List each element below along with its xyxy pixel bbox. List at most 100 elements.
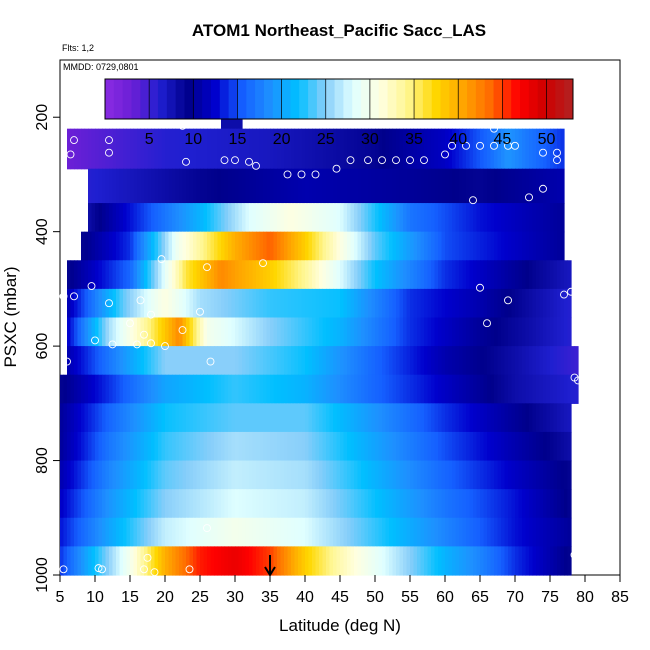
heatmap-cell: [147, 460, 152, 490]
heatmap-cell: [207, 346, 212, 376]
heatmap-cell: [480, 460, 485, 490]
heatmap-cell: [403, 128, 408, 170]
heatmap-cell: [63, 460, 68, 490]
heatmap-cell: [172, 546, 177, 576]
heatmap-cell: [273, 128, 278, 170]
heatmap-cell: [224, 128, 229, 170]
heatmap-cell: [280, 260, 285, 290]
colorbar-cell: [546, 79, 556, 119]
heatmap-cell: [347, 403, 352, 433]
heatmap-cell: [364, 489, 369, 519]
heatmap-cell: [77, 517, 82, 547]
heatmap-cell: [452, 517, 457, 547]
heatmap-cell: [224, 374, 229, 404]
heatmap-cell: [522, 203, 527, 233]
heatmap-cell: [102, 128, 107, 170]
heatmap-cell: [221, 203, 226, 233]
heatmap-cell: [98, 128, 103, 170]
heatmap-cell: [378, 403, 383, 433]
heatmap-cell: [560, 431, 565, 462]
heatmap-cell: [511, 231, 516, 261]
heatmap-cell: [382, 231, 387, 261]
heatmap-cell: [182, 288, 187, 319]
heatmap-cell: [424, 288, 429, 319]
heatmap-cell: [284, 168, 289, 204]
heatmap-cell: [95, 168, 100, 204]
heatmap-cell: [399, 128, 404, 170]
heatmap-cell: [294, 317, 299, 347]
heatmap-cell: [326, 460, 331, 490]
heatmap-cell: [357, 231, 362, 261]
heatmap-cell: [501, 203, 506, 233]
heatmap-cell: [522, 374, 527, 404]
heatmap-cell: [508, 203, 513, 233]
heatmap-cell: [301, 231, 306, 261]
heatmap-cell: [273, 317, 278, 347]
heatmap-cell: [280, 374, 285, 404]
heatmap-cell: [406, 203, 411, 233]
heatmap-cell: [427, 288, 432, 319]
heatmap-cell: [371, 346, 376, 376]
observation-point: [147, 310, 155, 319]
heatmap-cell: [445, 231, 450, 261]
colorbar-cell: [202, 79, 212, 119]
heatmap-cell: [438, 517, 443, 547]
heatmap-cell: [347, 460, 352, 490]
heatmap-cell: [154, 460, 159, 490]
heatmap-cell: [245, 260, 250, 290]
heatmap-cell: [182, 431, 187, 462]
heatmap-cell: [294, 374, 299, 404]
heatmap-cell: [305, 460, 310, 490]
heatmap-cell: [438, 460, 443, 490]
heatmap-cell: [294, 546, 299, 576]
heatmap-cell: [249, 431, 254, 462]
observation-point: [63, 357, 71, 366]
heatmap-cell: [529, 288, 534, 319]
heatmap-cell: [417, 231, 422, 261]
heatmap-cell: [91, 231, 96, 261]
heatmap-cell: [182, 231, 187, 261]
heatmap-cell: [483, 128, 488, 170]
date-note: MMDD: 0729,0801: [63, 62, 139, 72]
heatmap-cell: [560, 317, 565, 347]
heatmap-cell: [382, 460, 387, 490]
heatmap-cell: [98, 517, 103, 547]
heatmap-cell: [126, 128, 131, 170]
heatmap-cell: [109, 128, 114, 170]
heatmap-cell: [259, 128, 264, 170]
heatmap-cell: [256, 231, 261, 261]
heatmap-cell: [560, 260, 565, 290]
heatmap-cell: [277, 288, 282, 319]
heatmap-cell: [235, 489, 240, 519]
heatmap-cell: [291, 168, 296, 204]
heatmap-cell: [179, 203, 184, 233]
x-tick-label: 85: [611, 589, 629, 606]
heatmap-cell: [116, 231, 121, 261]
heatmap-cell: [210, 546, 215, 576]
heatmap-cell: [189, 288, 194, 319]
heatmap-cell: [427, 231, 432, 261]
heatmap-cell: [406, 288, 411, 319]
heatmap-band: [67, 346, 579, 376]
heatmap-cell: [343, 260, 348, 290]
heatmap-cell: [298, 260, 303, 290]
heatmap-cell: [483, 168, 488, 204]
heatmap-cell: [476, 317, 481, 347]
observation-point: [133, 340, 141, 349]
heatmap-cell: [137, 489, 142, 519]
heatmap-cell: [259, 431, 264, 462]
heatmap-cell: [469, 288, 474, 319]
heatmap-cell: [487, 546, 492, 576]
heatmap-cell: [392, 168, 397, 204]
heatmap-cell: [186, 346, 191, 376]
heatmap-cell: [385, 460, 390, 490]
heatmap-cell: [567, 431, 572, 462]
heatmap-cell: [431, 260, 436, 290]
heatmap-cell: [518, 260, 523, 290]
heatmap-cell: [504, 517, 509, 547]
heatmap-cell: [105, 317, 110, 347]
heatmap-cell: [452, 231, 457, 261]
heatmap-cell: [186, 431, 191, 462]
heatmap-cell: [284, 489, 289, 519]
heatmap-cell: [137, 231, 142, 261]
